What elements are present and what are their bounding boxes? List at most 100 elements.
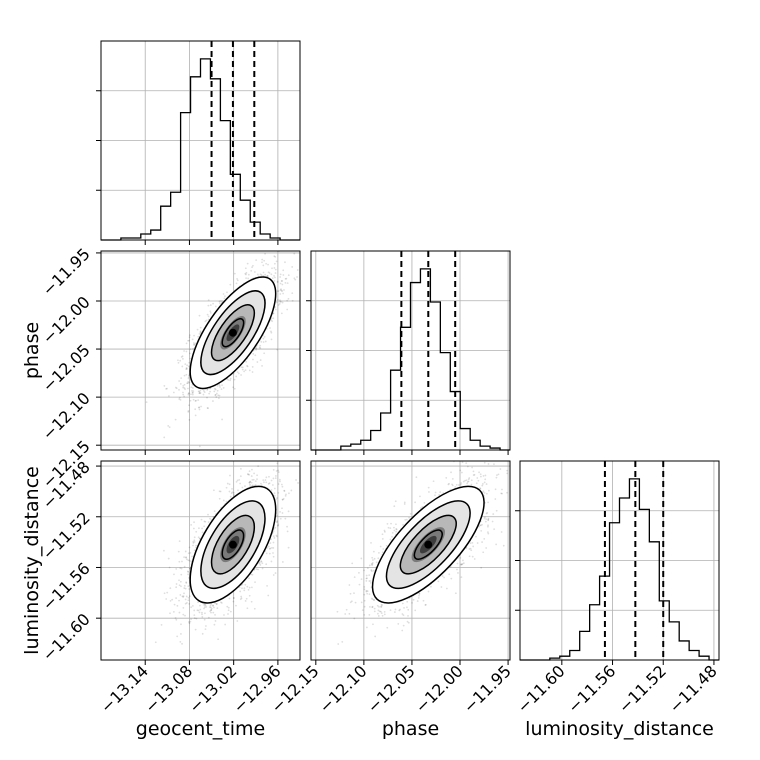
- scatter-point: [251, 266, 253, 269]
- histogram-step-line: [101, 58, 300, 241]
- scatter-point: [370, 569, 373, 571]
- scatter-point: [383, 610, 386, 613]
- scatter-point: [218, 497, 221, 500]
- contour-line: [385, 500, 471, 590]
- scatter-point: [409, 513, 412, 515]
- scatter-point: [209, 517, 211, 520]
- scatter-point: [187, 410, 190, 412]
- scatter-point: [271, 320, 274, 323]
- scatter-point: [183, 387, 186, 389]
- scatter-point: [214, 305, 217, 308]
- scatter-point: [227, 606, 230, 609]
- scatter-point: [238, 478, 241, 481]
- scatter-point: [460, 482, 463, 484]
- histogram-panel-geocent_time: [96, 40, 301, 241]
- scatter-point: [189, 620, 192, 623]
- scatter-point: [373, 610, 376, 613]
- scatter-point: [502, 544, 505, 547]
- scatter-point: [466, 480, 469, 483]
- scatter-point: [251, 586, 253, 589]
- scatter-point: [178, 579, 180, 582]
- scatter-point: [165, 598, 168, 600]
- scatter-point: [478, 525, 480, 528]
- scatter-point: [240, 366, 243, 369]
- scatter-point: [259, 344, 262, 347]
- scatter-point: [188, 339, 191, 342]
- scatter-point: [175, 568, 178, 570]
- scatter-point: [185, 367, 188, 369]
- scatter-point: [266, 584, 268, 587]
- scatter-point: [280, 280, 283, 282]
- scatter-point: [200, 518, 203, 521]
- scatter-point: [182, 386, 185, 389]
- scatter-point: [253, 271, 256, 273]
- scatter-point: [271, 484, 274, 486]
- scatter-point: [448, 482, 450, 485]
- scatter-point: [248, 473, 251, 476]
- scatter-point: [232, 386, 234, 389]
- scatter-point: [184, 602, 187, 605]
- scatter-point: [286, 282, 289, 285]
- scatter-point: [282, 274, 285, 276]
- scatter-point: [175, 597, 177, 599]
- scatter-point: [376, 604, 379, 607]
- scatter-point: [244, 267, 247, 270]
- scatter-point: [192, 347, 194, 350]
- scatter-point: [286, 530, 289, 533]
- scatter-point: [197, 609, 200, 612]
- x-axis-label-luminosity_distance: luminosity_distance: [525, 718, 714, 740]
- scatter-point: [378, 605, 380, 608]
- scatter-point: [212, 302, 214, 305]
- scatter-point: [270, 273, 273, 276]
- scatter-point: [398, 609, 401, 612]
- scatter-point: [270, 489, 273, 491]
- scatter-point: [190, 386, 193, 389]
- scatter-point: [363, 588, 366, 591]
- scatter-point: [285, 277, 288, 280]
- scatter-point: [226, 291, 228, 294]
- scatter-point: [296, 269, 299, 271]
- scatter-point: [229, 377, 232, 380]
- scatter-point: [225, 486, 228, 489]
- scatter-point: [192, 527, 195, 530]
- scatter-point: [501, 492, 503, 495]
- scatter-point: [198, 527, 200, 530]
- scatter-point: [204, 628, 207, 631]
- scatter-point: [182, 357, 184, 360]
- scatter-point: [395, 523, 397, 526]
- scatter-point: [272, 547, 275, 549]
- scatter-point: [183, 374, 186, 377]
- scatter-point: [244, 272, 247, 275]
- scatter-point: [471, 555, 474, 558]
- scatter-point: [145, 401, 148, 404]
- scatter-point: [187, 552, 190, 555]
- scatter-point: [228, 597, 231, 600]
- scatter-point: [226, 482, 229, 485]
- scatter-point: [181, 365, 184, 368]
- scatter-point: [219, 302, 221, 305]
- scatter-point: [187, 596, 190, 599]
- scatter-point: [235, 282, 238, 285]
- scatter-point: [199, 392, 201, 395]
- scatter-point: [268, 482, 271, 485]
- scatter-point: [483, 461, 486, 464]
- scatter-point: [278, 303, 281, 305]
- scatter-point: [201, 616, 204, 618]
- scatter-point: [179, 640, 182, 643]
- scatter-point: [178, 560, 181, 563]
- scatter-point: [233, 387, 236, 390]
- scatter-point: [424, 604, 427, 606]
- scatter-point: [280, 312, 283, 315]
- scatter-point: [493, 463, 495, 466]
- scatter-point: [360, 601, 363, 604]
- scatter-point: [486, 531, 489, 534]
- scatter-point: [363, 613, 366, 616]
- scatter-panel-geocent_time-phase: [100, 250, 301, 451]
- scatter-point: [214, 388, 217, 391]
- scatter-point: [267, 594, 270, 597]
- scatter-point: [485, 547, 488, 549]
- scatter-point: [279, 282, 282, 285]
- scatter-point: [168, 395, 170, 397]
- scatter-point: [395, 528, 398, 530]
- scatter-point: [349, 601, 352, 604]
